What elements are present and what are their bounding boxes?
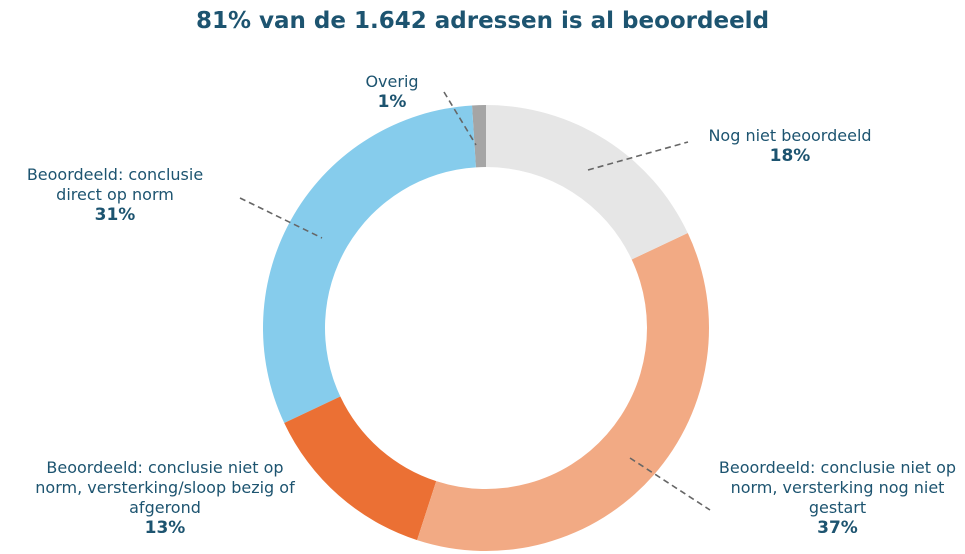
category-label: Beoordeeld: conclusie niet op norm, vers… <box>35 458 295 517</box>
category-label: Beoordeeld: conclusie direct op norm <box>26 165 204 204</box>
value-label: 37% <box>817 518 858 538</box>
slice-label: Beoordeeld: conclusie direct op norm 31% <box>5 165 225 225</box>
category-label: Nog niet beoordeeld <box>708 126 872 145</box>
chart-title: 81% van de 1.642 adressen is al beoordee… <box>195 8 770 34</box>
value-label: 31% <box>94 205 136 225</box>
donut-slice <box>417 233 710 552</box>
leader-line <box>587 141 689 171</box>
leader-line <box>629 457 711 511</box>
leader-line <box>239 197 323 239</box>
slice-label: Beoordeeld: conclusie niet op norm, vers… <box>30 458 300 538</box>
donut-slice <box>486 105 688 260</box>
value-label: 13% <box>144 518 186 538</box>
donut-slice <box>284 396 437 541</box>
leader-line <box>443 91 477 146</box>
leader-lines <box>239 91 711 511</box>
donut-slice <box>262 105 476 423</box>
value-label: 18% <box>769 146 811 166</box>
value-label: 1% <box>377 92 407 112</box>
slice-label: Overig 1% <box>352 72 432 112</box>
slice-label: Beoordeeld: conclusie niet op norm, vers… <box>710 458 965 538</box>
slice-label: Nog niet beoordeeld 18% <box>690 126 890 166</box>
donut-slice <box>471 105 486 168</box>
category-label: Beoordeeld: conclusie niet op norm, vers… <box>718 458 957 517</box>
category-label: Overig <box>365 72 419 91</box>
